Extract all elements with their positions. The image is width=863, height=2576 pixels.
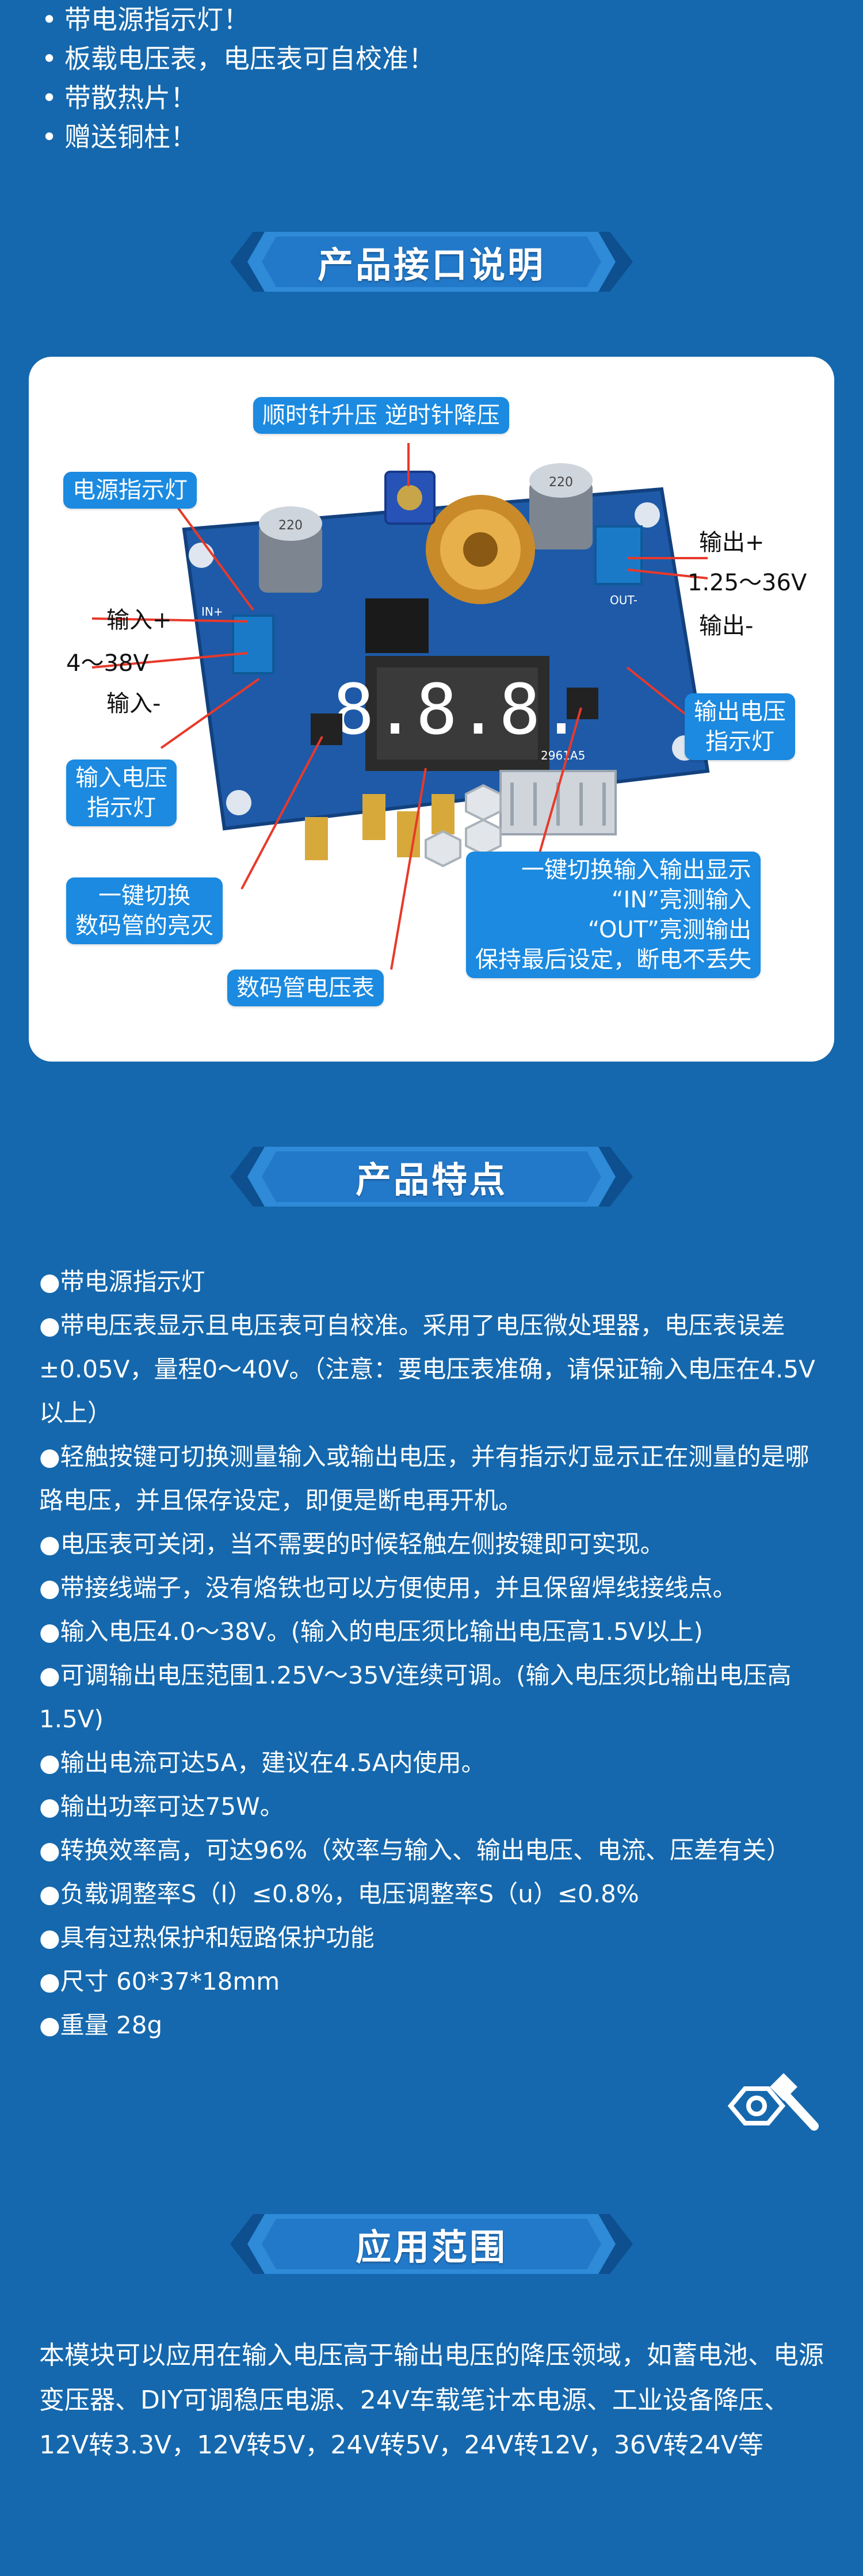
feature-item: ●输出电流可达5A，建议在4.5A内使用。 — [39, 1749, 486, 1777]
callout-toggle-display: 一键切换 数码管的亮灭 — [66, 877, 223, 944]
pointer-lines — [91, 443, 708, 970]
nuts — [425, 784, 502, 868]
callout-switch-io: 一键切换输入输出显示 “IN”亮测输入 “OUT”亮测输出 保持最后设定，断电不… — [466, 852, 761, 978]
section-title: 产品特点 — [355, 1159, 507, 1201]
section-banner-features: 产品特点 — [230, 1142, 633, 1211]
heatsink — [499, 770, 617, 835]
features-list: ●带电源指示灯 ●带电压表显示且电压表可自校准。采用了电压微处理器，电压表误差±… — [39, 1260, 827, 2047]
input-terminal — [232, 615, 274, 674]
feature-item: ●重量 28g — [39, 2011, 163, 2039]
label-output-minus: 输出- — [699, 613, 754, 639]
nut-bolt-icon — [727, 2073, 819, 2131]
top-bullet: • 带散热片！ — [41, 82, 197, 113]
button-right — [567, 688, 598, 719]
product-diagram-card: 220 220 8.8. — [29, 357, 834, 1062]
label-input-range: 4～38V — [66, 650, 149, 677]
feature-item: ●可调输出电压范围1.25V～35V连续可调。(输入电压须比输出电压高1.5V) — [39, 1661, 792, 1733]
label-input-plus: 输入+ — [106, 607, 172, 633]
callout-rotate: 顺时针升压 逆时针降压 — [253, 397, 509, 434]
output-terminal — [594, 525, 643, 585]
banner-shape — [230, 232, 633, 292]
section-title: 应用范围 — [355, 2226, 507, 2268]
feature-item: ●带电压表显示且电压表可自校准。采用了电压微处理器，电压表误差±0.05V，量程… — [39, 1311, 815, 1427]
cap-text: 220 — [549, 475, 573, 490]
seven-segment-display: 8.8.8. 2961A5 — [333, 656, 585, 771]
cap-text: 220 — [278, 518, 303, 533]
capacitor-left: 220 — [259, 506, 322, 593]
section-banner-applications: 应用范围 — [230, 2209, 633, 2279]
feature-item: ●具有过热保护和短路保护功能 — [39, 1924, 375, 1952]
label-output-range: 1.25～36V — [688, 570, 807, 596]
top-bullet-list: • 带电源指示灯！ • 板载电压表，电压表可自校准！ • 带散热片！ • 赠送铜柱！ — [41, 0, 435, 157]
top-bullet: • 板载电压表，电压表可自校准！ — [41, 43, 435, 74]
callout-power-led: 电源指示灯 — [63, 472, 197, 509]
button-left — [311, 713, 342, 745]
feature-item: ●尺寸 60*37*18mm — [39, 1967, 280, 1995]
top-bullet: • 赠送铜柱！ — [41, 121, 197, 152]
inductor-coil — [426, 495, 535, 604]
banner-shape — [230, 1147, 633, 1207]
label-output-plus: 输出+ — [699, 529, 765, 556]
feature-item: ●输出功率可达75W。 — [39, 1792, 284, 1821]
callout-voltmeter: 数码管电压表 — [227, 970, 384, 1006]
top-bullet: • 带电源指示灯！ — [41, 4, 250, 35]
feature-item: ●输入电压4.0～38V。(输入的电压须比输出电压高1.5V以上) — [39, 1617, 703, 1646]
callout-output-led: 输出电压 指示灯 — [685, 693, 795, 760]
potentiometer — [384, 471, 436, 525]
feature-item: ●轻触按键可切换测量输入或输出电压，并有指示灯显示正在测量的是哪路电压，并且保存… — [39, 1442, 809, 1514]
display-digits: 8.8.8. — [333, 670, 582, 750]
label-input-minus: 输入- — [106, 690, 161, 717]
feature-item: ●电压表可关闭，当不需要的时候轻触左侧按键即可实现。 — [39, 1530, 665, 1558]
silk-in-plus: IN+ — [201, 605, 223, 619]
brass-standoffs — [305, 794, 455, 860]
feature-item: ●带接线端子，没有烙铁也可以方便使用，并且保留焊线接线点。 — [39, 1574, 737, 1602]
feature-item: ●转换效率高，可达96%（效率与输入、输出电压、电流、压差有关） — [39, 1836, 791, 1864]
chip-text: 2961A5 — [541, 749, 585, 762]
section-banner-interface: 产品接口说明 — [230, 227, 633, 296]
feature-item: ●负载调整率S（I）≤0.8%，电压调整率S（u）≤0.8% — [39, 1880, 639, 1908]
regulator-chip — [365, 598, 429, 653]
applications-paragraph: 本模块可以应用在输入电压高于输出电压的降压领域，如蓄电池、电源变压器、DIY可调… — [39, 2341, 824, 2460]
board-illustration: 220 220 8.8. — [91, 443, 710, 970]
silk-out-minus: OUT- — [610, 593, 637, 607]
feature-item: ●带电源指示灯 — [39, 1268, 205, 1296]
section-title: 产品接口说明 — [317, 244, 545, 286]
applications-text: 本模块可以应用在输入电压高于输出电压的降压领域，如蓄电池、电源变压器、DIY可调… — [39, 2333, 827, 2468]
capacitor-right: 220 — [529, 463, 593, 549]
callout-input-led: 输入电压 指示灯 — [66, 760, 177, 826]
banner-shape — [230, 2214, 633, 2274]
